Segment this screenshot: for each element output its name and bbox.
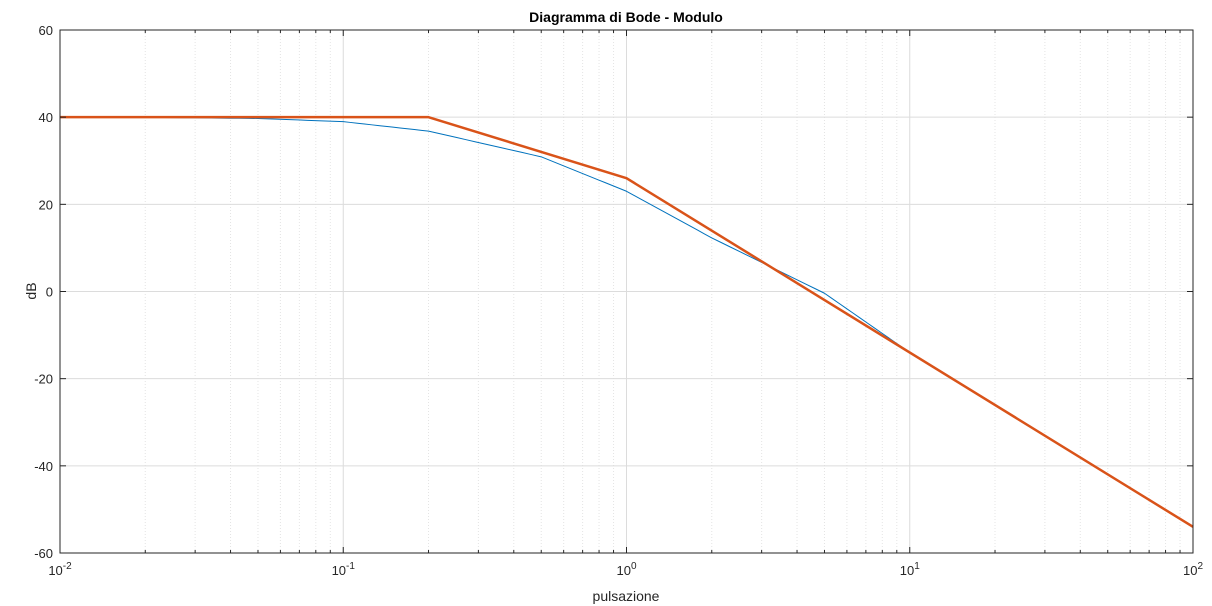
x-tick-label-base: 10 (616, 563, 630, 578)
chart-title: Diagramma di Bode - Modulo (529, 9, 723, 25)
y-tick-label: -60 (34, 546, 53, 561)
x-tick-labels: 10-2 10-1 100 101 102 (48, 561, 1203, 578)
x-tick-label: 101 (900, 561, 920, 578)
y-axis-label: dB (23, 282, 39, 299)
x-tick-label-base: 10 (1183, 563, 1197, 578)
y-tick-label: 0 (46, 285, 53, 300)
x-tick-label-base: 10 (332, 563, 346, 578)
x-tick-label-base: 10 (48, 563, 62, 578)
y-tick-label: 60 (39, 23, 53, 38)
x-tick-label: 102 (1183, 561, 1203, 578)
x-tick-label: 100 (616, 561, 636, 578)
tick-marks (59, 29, 1194, 554)
y-tick-label: 20 (39, 197, 53, 212)
x-tick-label-exponent: 1 (914, 561, 920, 572)
y-tick-label: 40 (39, 110, 53, 125)
x-tick-label-base: 10 (900, 563, 914, 578)
y-tick-labels: 60 40 20 0 -20 -40 -60 (34, 23, 53, 561)
y-tick-label: -40 (34, 459, 53, 474)
x-tick-label-exponent: 2 (1197, 561, 1203, 572)
x-tick-label-exponent: -1 (346, 561, 355, 572)
x-tick-label-exponent: -2 (63, 561, 72, 572)
x-tick-label: 10-2 (48, 561, 72, 578)
x-tick-label-exponent: 0 (631, 561, 637, 572)
asymptotic-bode-line (60, 115, 1194, 528)
y-tick-label: -20 (34, 372, 53, 387)
x-tick-label: 10-1 (332, 561, 356, 578)
data-series (59, 115, 1194, 528)
x-axis-label: pulsazione (593, 588, 660, 604)
